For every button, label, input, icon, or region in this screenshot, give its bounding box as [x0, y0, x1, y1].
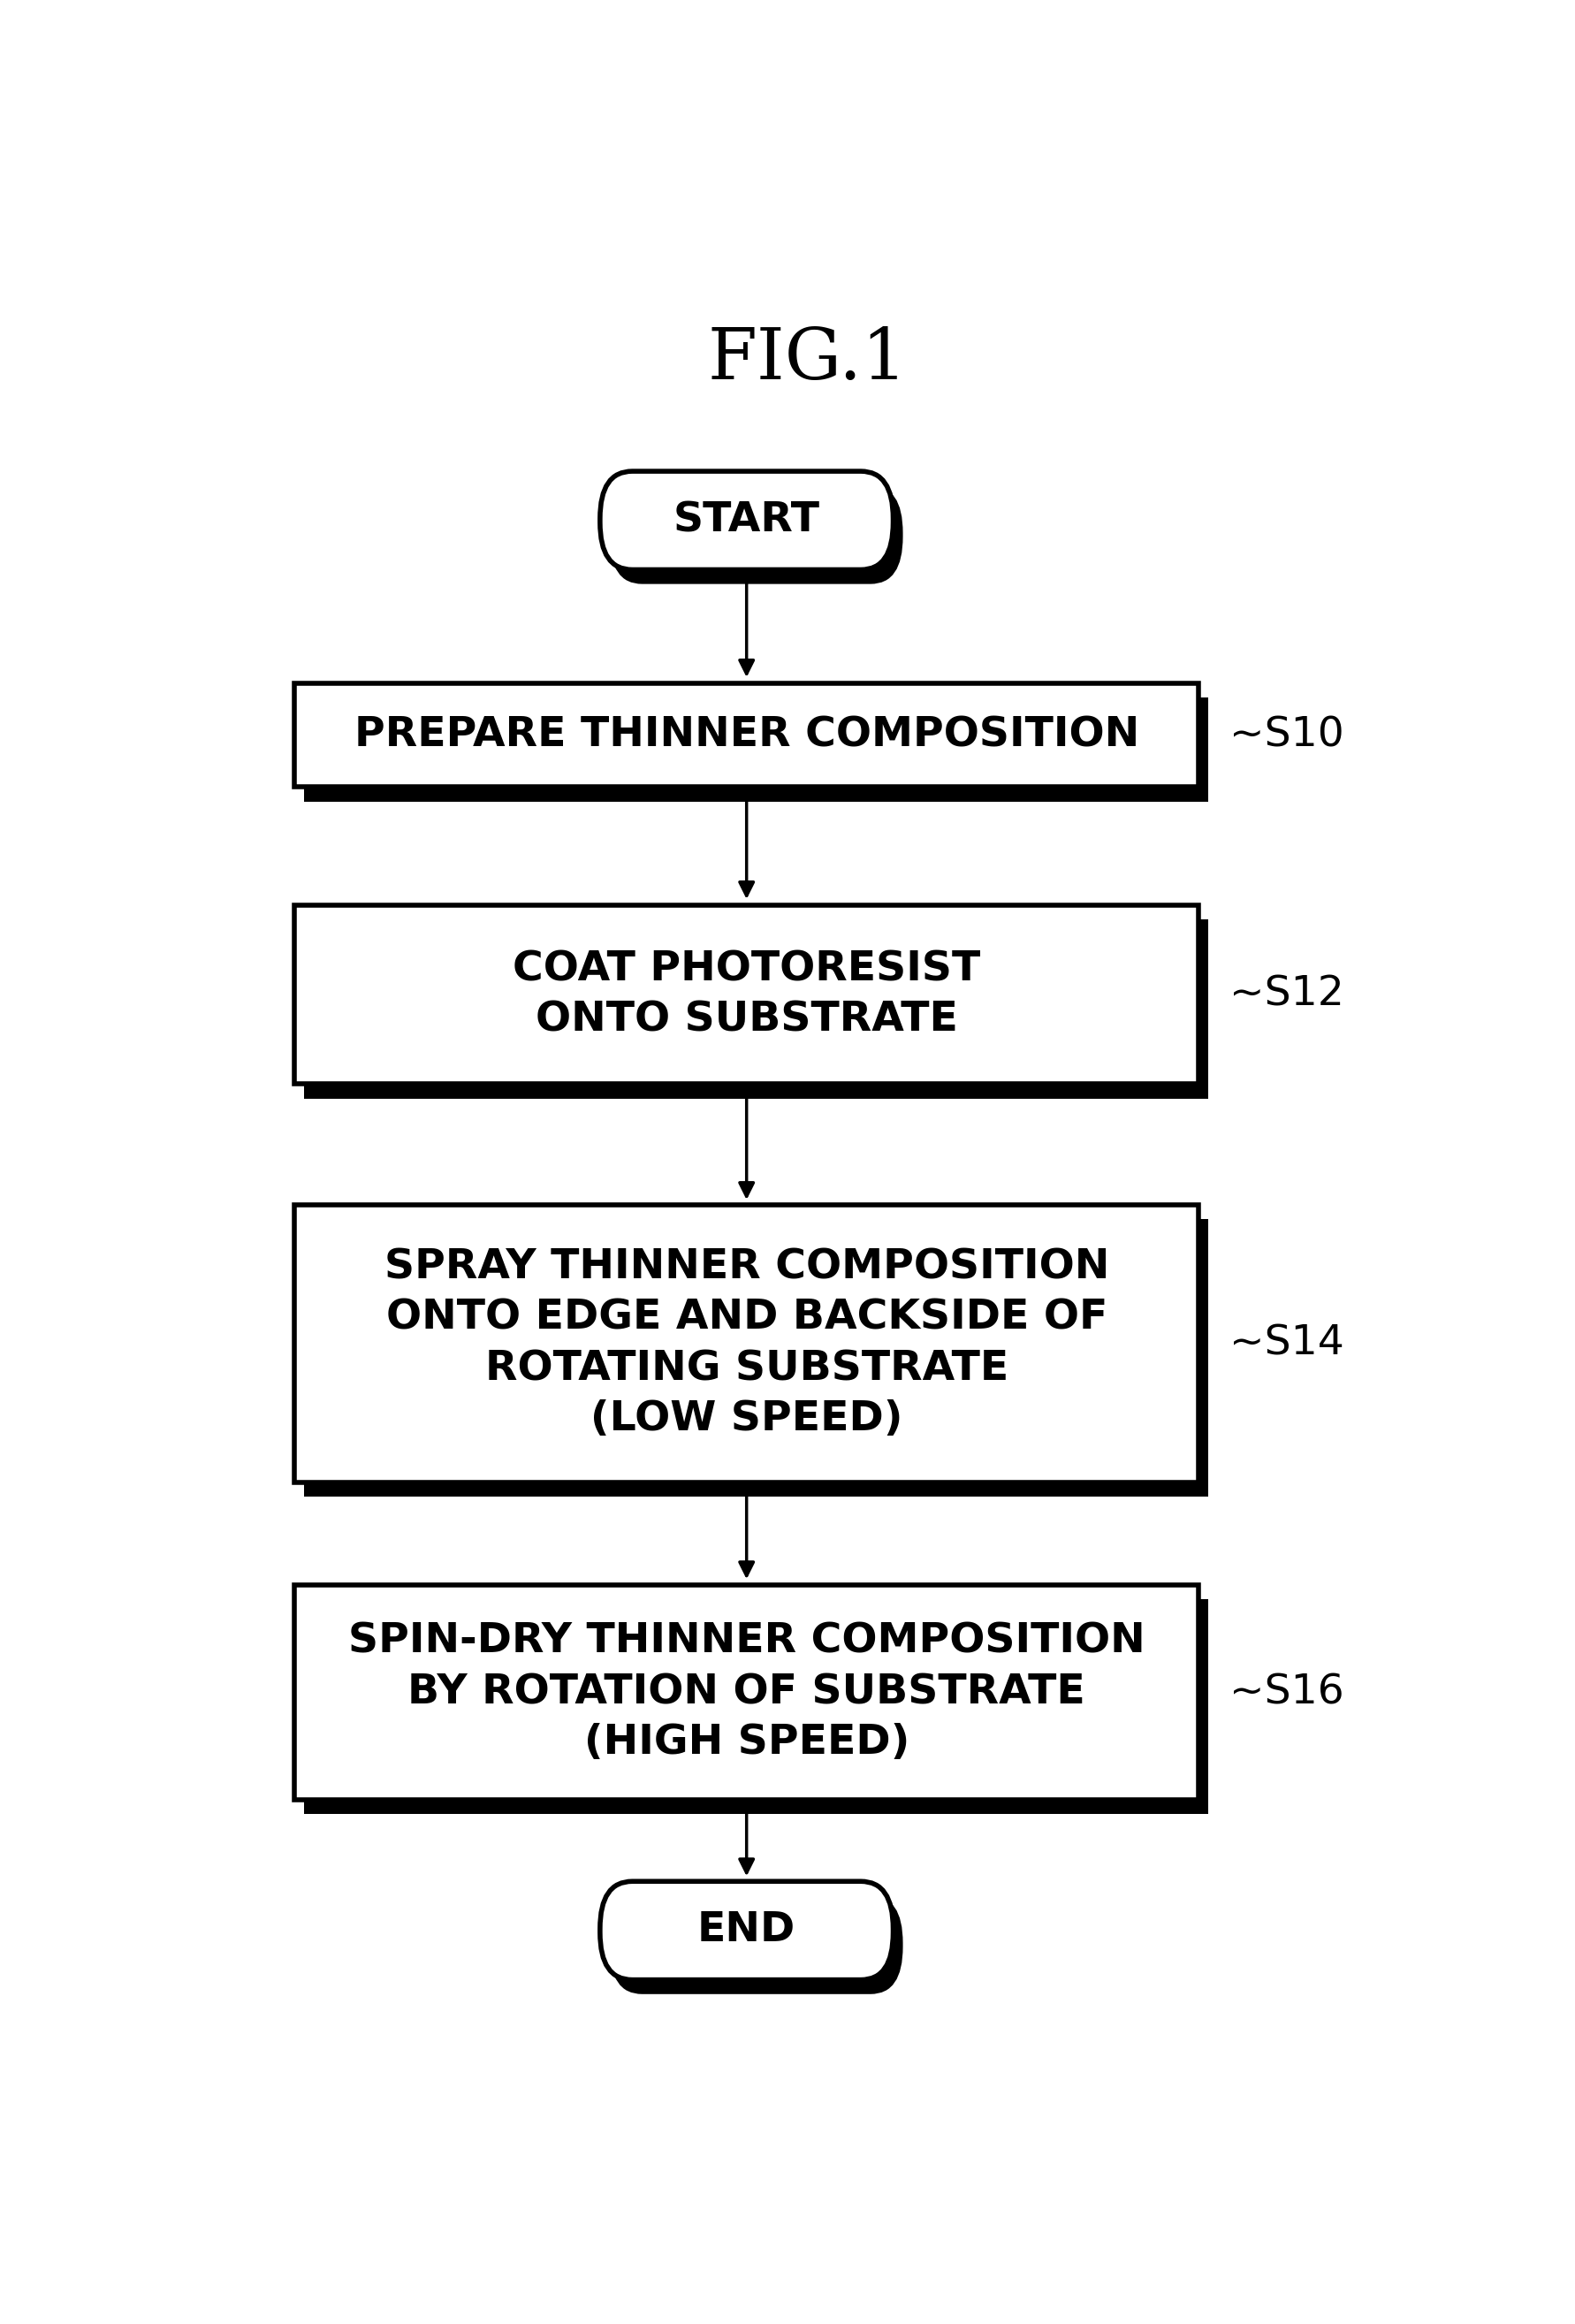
FancyBboxPatch shape	[304, 1220, 1208, 1497]
FancyBboxPatch shape	[600, 1882, 893, 1980]
FancyBboxPatch shape	[304, 920, 1208, 1099]
Text: COAT PHOTORESIST
ONTO SUBSTRATE: COAT PHOTORESIST ONTO SUBSTRATE	[512, 951, 980, 1039]
FancyBboxPatch shape	[295, 1204, 1199, 1483]
Text: END: END	[698, 1910, 795, 1950]
Text: FIG.1: FIG.1	[707, 325, 907, 393]
Text: ~S14: ~S14	[1228, 1325, 1343, 1364]
FancyBboxPatch shape	[610, 486, 902, 583]
FancyBboxPatch shape	[295, 683, 1199, 788]
FancyBboxPatch shape	[304, 697, 1208, 802]
Text: START: START	[673, 500, 819, 541]
Text: ~S16: ~S16	[1228, 1673, 1343, 1713]
FancyBboxPatch shape	[295, 1585, 1199, 1799]
Text: SPIN-DRY THINNER COMPOSITION
BY ROTATION OF SUBSTRATE
(HIGH SPEED): SPIN-DRY THINNER COMPOSITION BY ROTATION…	[348, 1622, 1145, 1764]
FancyBboxPatch shape	[610, 1896, 902, 1994]
FancyBboxPatch shape	[295, 906, 1199, 1085]
Text: SPRAY THINNER COMPOSITION
ONTO EDGE AND BACKSIDE OF
ROTATING SUBSTRATE
(LOW SPEE: SPRAY THINNER COMPOSITION ONTO EDGE AND …	[384, 1248, 1109, 1439]
Text: PREPARE THINNER COMPOSITION: PREPARE THINNER COMPOSITION	[354, 716, 1139, 755]
FancyBboxPatch shape	[304, 1599, 1208, 1815]
Text: ~S12: ~S12	[1228, 974, 1343, 1016]
Text: ~S10: ~S10	[1228, 716, 1343, 755]
FancyBboxPatch shape	[600, 472, 893, 569]
